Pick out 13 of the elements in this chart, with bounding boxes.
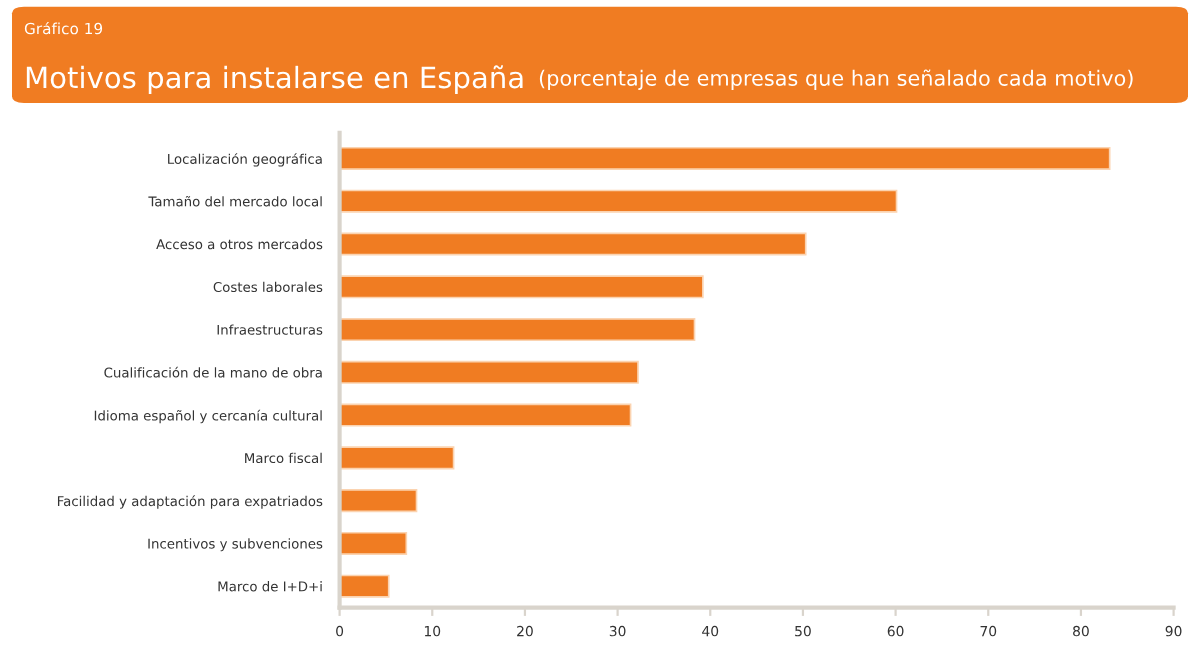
bar xyxy=(339,318,696,342)
bar xyxy=(339,446,455,470)
bar xyxy=(339,531,408,555)
bar xyxy=(339,403,632,427)
bar xyxy=(339,189,898,213)
chart-subtitle: (porcentaje de empresas que han señalado cada motivo) xyxy=(539,69,1133,90)
bar xyxy=(339,275,704,299)
bar xyxy=(339,574,390,598)
bar xyxy=(339,360,639,384)
bar xyxy=(339,489,418,513)
chart-title: Motivos para instalarse en España xyxy=(26,65,523,95)
bar xyxy=(339,232,807,256)
bar xyxy=(339,146,1111,170)
